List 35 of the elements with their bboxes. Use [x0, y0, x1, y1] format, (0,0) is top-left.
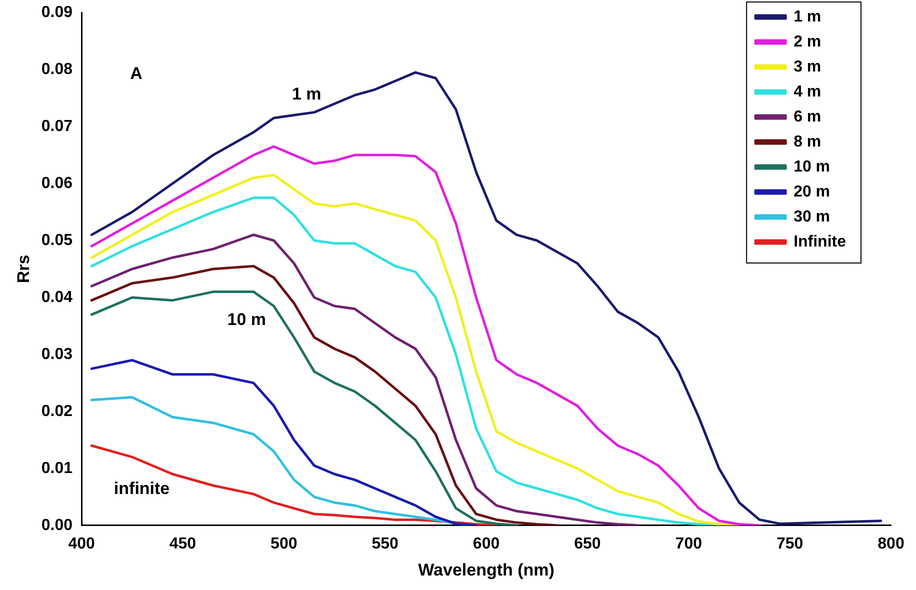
legend-label: 4 m [794, 83, 822, 100]
x-tick-label: 550 [372, 535, 399, 552]
annotation: 10 m [227, 310, 266, 329]
legend-label: 8 m [794, 133, 822, 150]
x-tick-label: 800 [878, 535, 904, 552]
x-tick-label: 650 [574, 535, 601, 552]
legend-label: 1 m [794, 8, 822, 26]
x-tick-label: 700 [675, 535, 702, 552]
y-tick-label: 0.01 [41, 460, 73, 477]
y-tick-label: 0.09 [41, 4, 73, 22]
legend-label: 3 m [794, 58, 822, 76]
x-tick-label: 750 [776, 535, 804, 552]
y-tick-label: 0.04 [41, 288, 73, 306]
x-axis-title: Wavelength (nm) [418, 560, 554, 580]
legend-label: Infinite [794, 233, 846, 250]
x-tick-label: 450 [169, 535, 196, 552]
y-tick-label: 0.05 [41, 232, 73, 249]
legend-label: 6 m [794, 108, 822, 126]
y-tick-label: 0.08 [41, 60, 73, 78]
annotation: A [130, 64, 142, 83]
y-axis-title: Rrs [14, 254, 33, 284]
legend-label: 20 m [794, 183, 830, 200]
y-tick-label: 0.03 [41, 346, 73, 363]
x-tick-label: 400 [68, 535, 95, 552]
annotation: 1 m [292, 84, 322, 104]
legend-label: 2 m [794, 33, 822, 50]
legend-label: 30 m [794, 208, 830, 226]
legend-label: 10 m [794, 158, 830, 176]
x-tick-label: 500 [270, 535, 298, 552]
y-tick-label: 0.06 [41, 174, 73, 192]
y-tick-label: 0.07 [41, 118, 73, 135]
x-tick-label: 600 [472, 535, 500, 552]
y-tick-label: 0.02 [41, 402, 73, 420]
annotation: infinite [114, 479, 170, 498]
y-tick-label: 0.00 [41, 516, 73, 534]
